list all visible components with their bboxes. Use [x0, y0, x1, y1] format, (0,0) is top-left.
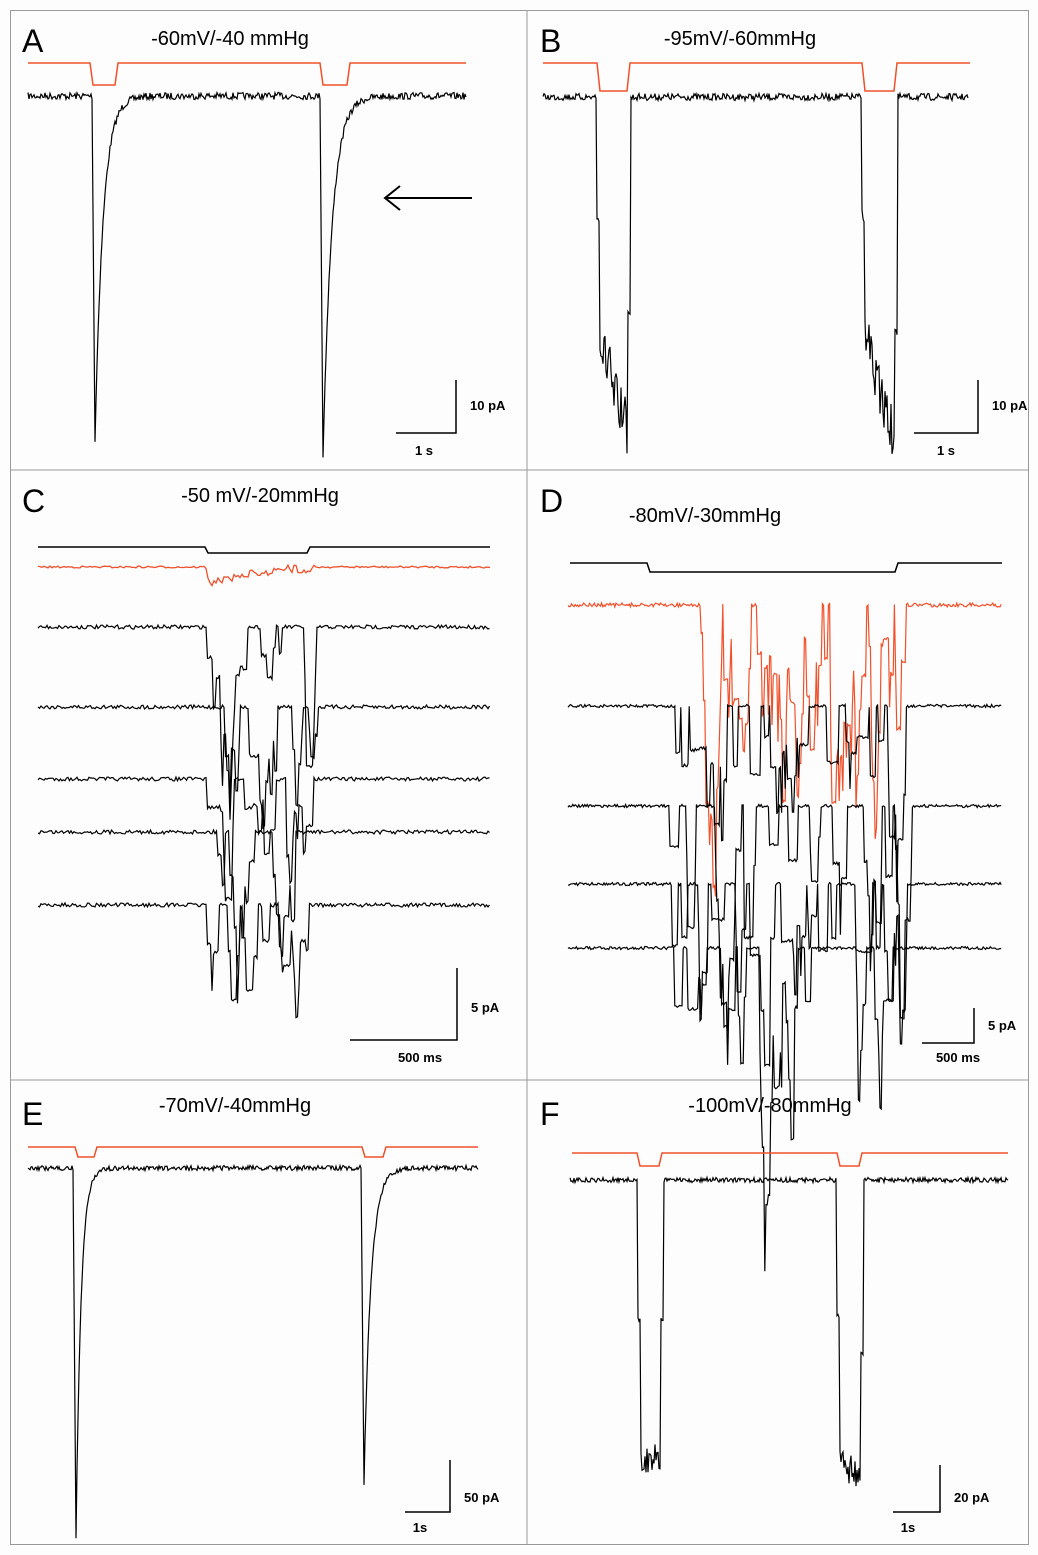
panel-label: F	[540, 1096, 560, 1132]
arrow-head	[383, 185, 401, 211]
trace	[37, 901, 490, 1019]
trace	[567, 601, 1002, 897]
scale-bar	[350, 968, 458, 1041]
stimulus-trace	[28, 1146, 478, 1158]
scale-bar-label: 20 pA	[954, 1490, 990, 1505]
trace	[542, 91, 969, 455]
panel-title: -80mV/-30mmHg	[629, 505, 781, 527]
panel-title: -95mV/-60mmHg	[664, 28, 816, 50]
trace	[567, 702, 1002, 903]
scale-bar-label: 1 s	[415, 443, 433, 458]
scale-bar-label: 5 pA	[471, 1000, 500, 1015]
trace	[569, 1175, 1009, 1487]
trace	[37, 775, 490, 902]
scale-bar-label: 10 pA	[470, 398, 506, 413]
trace	[37, 623, 490, 820]
trace	[567, 945, 1002, 1272]
stimulus-trace	[38, 546, 490, 554]
scale-bar-label: 1 s	[937, 443, 955, 458]
scale-bar-label: 1s	[413, 1520, 427, 1535]
stimulus-trace	[572, 1152, 1008, 1167]
panel-label: D	[540, 483, 563, 519]
panel-label: B	[540, 23, 561, 59]
scale-bar	[922, 1008, 975, 1044]
scale-bar-label: 500 ms	[398, 1050, 442, 1065]
stimulus-trace	[570, 562, 1002, 573]
scale-bar-label: 1s	[901, 1520, 915, 1535]
scale-bar	[893, 1465, 941, 1513]
trace	[567, 880, 1002, 1068]
panel-title: -50 mV/-20mmHg	[181, 485, 339, 507]
trace	[37, 563, 491, 587]
trace	[567, 803, 1002, 1032]
scale-bar-label: 50 pA	[464, 1490, 500, 1505]
scale-bar	[405, 1460, 451, 1513]
trace	[27, 1163, 479, 1539]
scale-bar-label: 500 ms	[936, 1050, 980, 1065]
trace	[27, 90, 467, 458]
panel-label: E	[22, 1096, 43, 1132]
trace	[37, 828, 490, 1004]
stimulus-trace	[543, 62, 970, 92]
scale-bar-label: 10 pA	[992, 398, 1028, 413]
panel-title: -100mV/-80mmHg	[688, 1095, 851, 1117]
panel-title: -60mV/-40 mmHg	[151, 28, 309, 50]
panel-title: -70mV/-40mmHg	[159, 1095, 311, 1117]
scale-bar	[914, 380, 979, 434]
scale-bar	[396, 380, 457, 434]
stimulus-trace	[28, 62, 466, 86]
panel-label: C	[22, 483, 45, 519]
panel-label: A	[22, 23, 44, 59]
scale-bar-label: 5 pA	[988, 1018, 1017, 1033]
